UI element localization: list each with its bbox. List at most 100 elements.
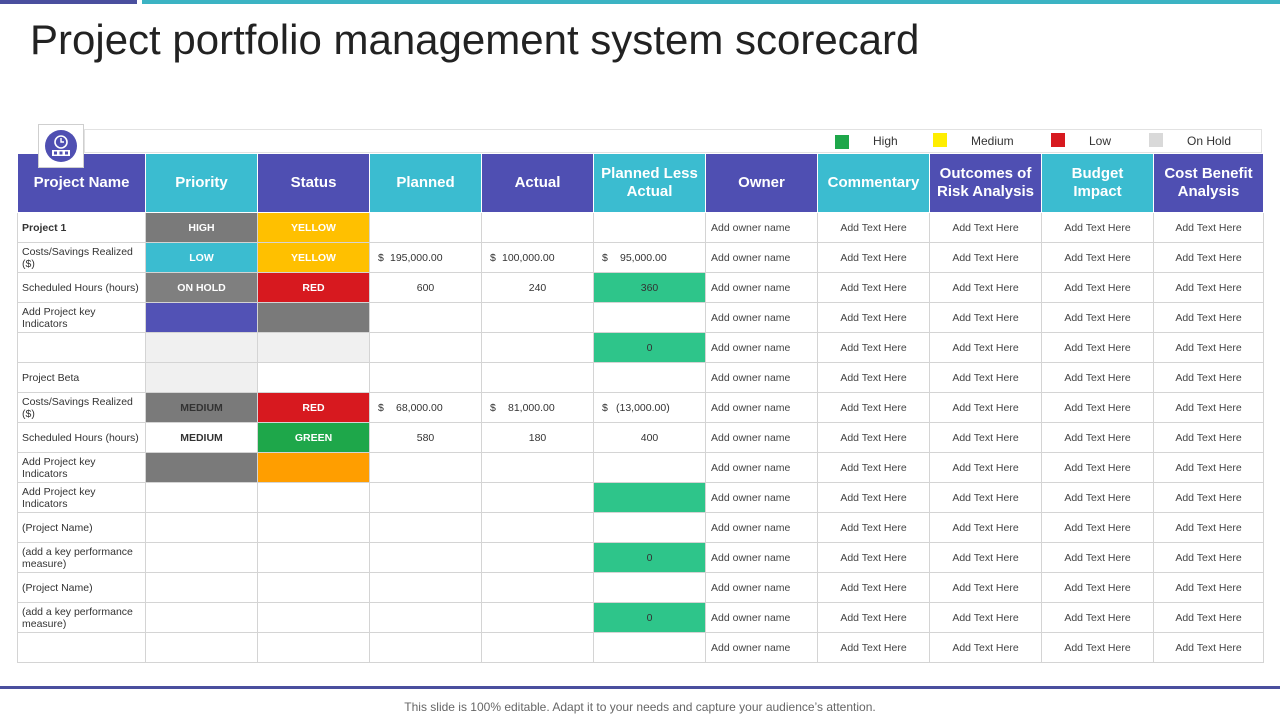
planned-cell: 580 xyxy=(369,422,482,453)
cost-benefit-cell: Add Text Here xyxy=(1153,572,1264,603)
risk-cell: Add Text Here xyxy=(929,602,1042,633)
priority-cell: MEDIUM xyxy=(145,422,258,453)
table-row: Costs/Savings Realized ($) LOW YELLOW $1… xyxy=(17,242,1264,273)
risk-cell: Add Text Here xyxy=(929,302,1042,333)
status-cell xyxy=(257,332,370,363)
table-row: Add Project key Indicators Add owner nam… xyxy=(17,482,1264,513)
header-risk-analysis: Outcomes of Risk Analysis xyxy=(929,153,1042,213)
commentary-cell: Add Text Here xyxy=(817,512,930,543)
priority-cell: LOW xyxy=(145,242,258,273)
status-cell: RED xyxy=(257,392,370,423)
status-cell: RED xyxy=(257,272,370,303)
priority-cell xyxy=(145,452,258,483)
priority-cell xyxy=(145,602,258,633)
actual-cell xyxy=(481,332,594,363)
currency-symbol: $ xyxy=(490,401,496,414)
project-name-cell: Add Project key Indicators xyxy=(17,302,146,333)
cost-benefit-cell: Add Text Here xyxy=(1153,632,1264,663)
actual-cell: 240 xyxy=(481,272,594,303)
planned-cell xyxy=(369,632,482,663)
table-row: Scheduled Hours (hours) ON HOLD RED 600 … xyxy=(17,272,1264,303)
project-name-cell: (add a key performance measure) xyxy=(17,542,146,573)
planned-less-actual-cell xyxy=(593,212,706,243)
currency-symbol: $ xyxy=(378,251,384,264)
status-cell xyxy=(257,542,370,573)
budget-cell: Add Text Here xyxy=(1041,572,1154,603)
project-name-cell: Add Project key Indicators xyxy=(17,482,146,513)
planned-less-actual-cell xyxy=(593,302,706,333)
table-row: (Project Name) Add owner name Add Text H… xyxy=(17,512,1264,543)
priority-cell xyxy=(145,482,258,513)
owner-cell: Add owner name xyxy=(705,512,818,543)
commentary-cell: Add Text Here xyxy=(817,272,930,303)
planned-cell xyxy=(369,482,482,513)
priority-cell xyxy=(145,572,258,603)
project-name-cell: (Project Name) xyxy=(17,512,146,543)
cost-benefit-cell: Add Text Here xyxy=(1153,212,1264,243)
commentary-cell: Add Text Here xyxy=(817,242,930,273)
planned-cell xyxy=(369,602,482,633)
cost-benefit-cell: Add Text Here xyxy=(1153,272,1264,303)
currency-symbol: $ xyxy=(490,251,496,264)
commentary-cell: Add Text Here xyxy=(817,452,930,483)
planned-less-actual-cell: $95,000.00 xyxy=(593,242,706,273)
commentary-cell: Add Text Here xyxy=(817,542,930,573)
owner-cell: Add owner name xyxy=(705,272,818,303)
owner-cell: Add owner name xyxy=(705,302,818,333)
cost-benefit-cell: Add Text Here xyxy=(1153,512,1264,543)
status-cell xyxy=(257,362,370,393)
table-row: (Project Name) Add owner name Add Text H… xyxy=(17,572,1264,603)
owner-cell: Add owner name xyxy=(705,542,818,573)
planned-value: 195,000.00 xyxy=(390,251,443,264)
table-row: Scheduled Hours (hours) MEDIUM GREEN 580… xyxy=(17,422,1264,453)
commentary-cell: Add Text Here xyxy=(817,302,930,333)
planned-cell: $195,000.00 xyxy=(369,242,482,273)
actual-cell xyxy=(481,482,594,513)
risk-cell: Add Text Here xyxy=(929,512,1042,543)
budget-cell: Add Text Here xyxy=(1041,392,1154,423)
planned-less-actual-cell xyxy=(593,482,706,513)
cost-benefit-cell: Add Text Here xyxy=(1153,452,1264,483)
table-row: Add Project key Indicators Add owner nam… xyxy=(17,452,1264,483)
project-name-cell: Costs/Savings Realized ($) xyxy=(17,392,146,423)
priority-cell: ON HOLD xyxy=(145,272,258,303)
commentary-cell: Add Text Here xyxy=(817,482,930,513)
planned-less-actual-cell xyxy=(593,572,706,603)
project-logo xyxy=(38,124,84,168)
planned-less-actual-cell: 360 xyxy=(593,272,706,303)
legend-onhold-swatch xyxy=(1149,133,1163,147)
risk-cell: Add Text Here xyxy=(929,242,1042,273)
cost-benefit-cell: Add Text Here xyxy=(1153,482,1264,513)
header-owner: Owner xyxy=(705,153,818,213)
legend-low-label: Low xyxy=(1089,134,1112,148)
project-name-cell: Scheduled Hours (hours) xyxy=(17,422,146,453)
planned-value: 68,000.00 xyxy=(396,401,443,414)
footer-note: This slide is 100% editable. Adapt it to… xyxy=(404,700,876,714)
commentary-cell: Add Text Here xyxy=(817,632,930,663)
priority-cell xyxy=(145,332,258,363)
actual-value: 100,000.00 xyxy=(502,251,555,264)
budget-cell: Add Text Here xyxy=(1041,632,1154,663)
budget-cell: Add Text Here xyxy=(1041,362,1154,393)
owner-cell: Add owner name xyxy=(705,452,818,483)
legend-low-swatch xyxy=(1051,133,1065,147)
project-name-cell xyxy=(17,332,146,363)
cost-benefit-cell: Add Text Here xyxy=(1153,542,1264,573)
risk-cell: Add Text Here xyxy=(929,332,1042,363)
risk-cell: Add Text Here xyxy=(929,272,1042,303)
scorecard-table: Project Name Priority Status Planned Act… xyxy=(17,153,1264,663)
planned-cell xyxy=(369,302,482,333)
risk-cell: Add Text Here xyxy=(929,212,1042,243)
priority-cell xyxy=(145,362,258,393)
legend-onhold-label: On Hold xyxy=(1187,134,1232,148)
owner-cell: Add owner name xyxy=(705,362,818,393)
header-priority: Priority xyxy=(145,153,258,213)
owner-cell: Add owner name xyxy=(705,632,818,663)
table-row: (add a key performance measure) 0 Add ow… xyxy=(17,602,1264,633)
commentary-cell: Add Text Here xyxy=(817,422,930,453)
actual-cell: 180 xyxy=(481,422,594,453)
cost-benefit-cell: Add Text Here xyxy=(1153,302,1264,333)
planned-less-actual-cell: 400 xyxy=(593,422,706,453)
top-accent-right xyxy=(142,0,1280,4)
budget-cell: Add Text Here xyxy=(1041,452,1154,483)
